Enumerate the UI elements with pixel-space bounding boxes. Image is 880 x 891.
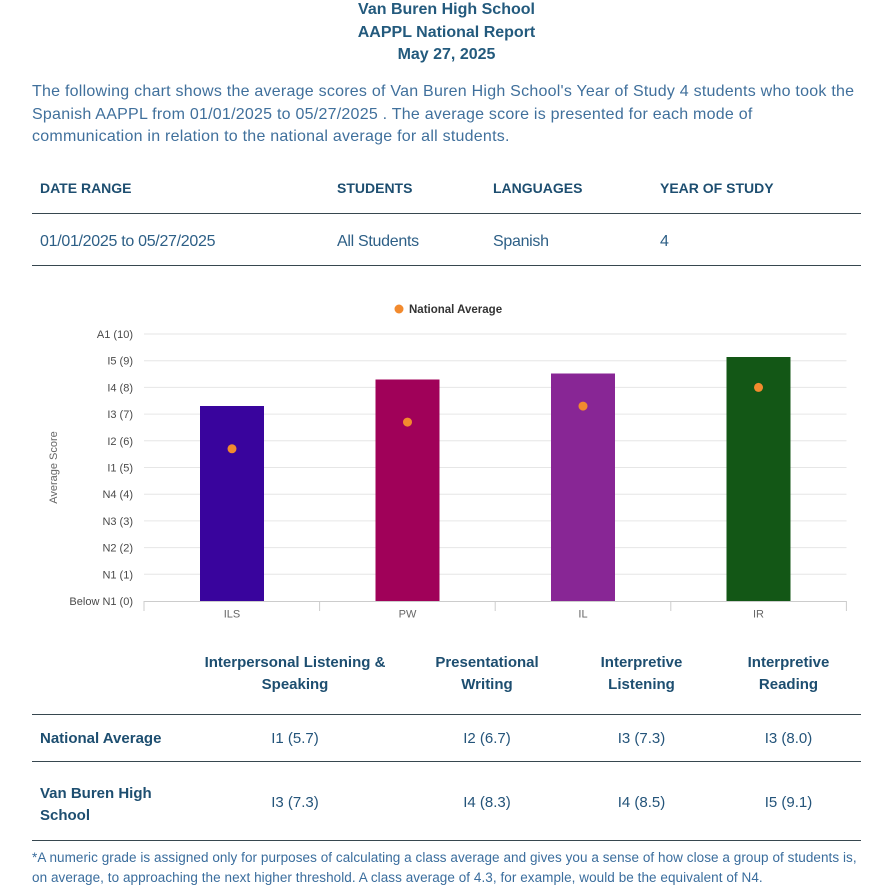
svg-text:I4 (8): I4 (8) — [107, 382, 133, 394]
svg-text:IR: IR — [753, 609, 764, 621]
svg-text:N1 (1): N1 (1) — [102, 569, 133, 581]
svg-text:ILS: ILS — [224, 609, 241, 621]
svg-text:I3 (7): I3 (7) — [107, 409, 133, 421]
svg-text:IL: IL — [578, 609, 587, 621]
svg-text:I2 (6): I2 (6) — [107, 436, 133, 448]
svg-text:I1 (5): I1 (5) — [107, 463, 133, 475]
svg-text:N3 (3): N3 (3) — [102, 516, 133, 528]
svg-text:PW: PW — [399, 609, 417, 621]
svg-text:Below N1 (0): Below N1 (0) — [69, 596, 133, 608]
svg-text:N2 (2): N2 (2) — [102, 543, 133, 555]
svg-text:Average Score: Average Score — [48, 431, 60, 504]
svg-text:N4 (4): N4 (4) — [102, 489, 133, 501]
svg-text:A1 (10): A1 (10) — [97, 329, 133, 341]
svg-text:National Average: National Average — [409, 304, 502, 316]
svg-text:I5 (9): I5 (9) — [107, 356, 133, 368]
